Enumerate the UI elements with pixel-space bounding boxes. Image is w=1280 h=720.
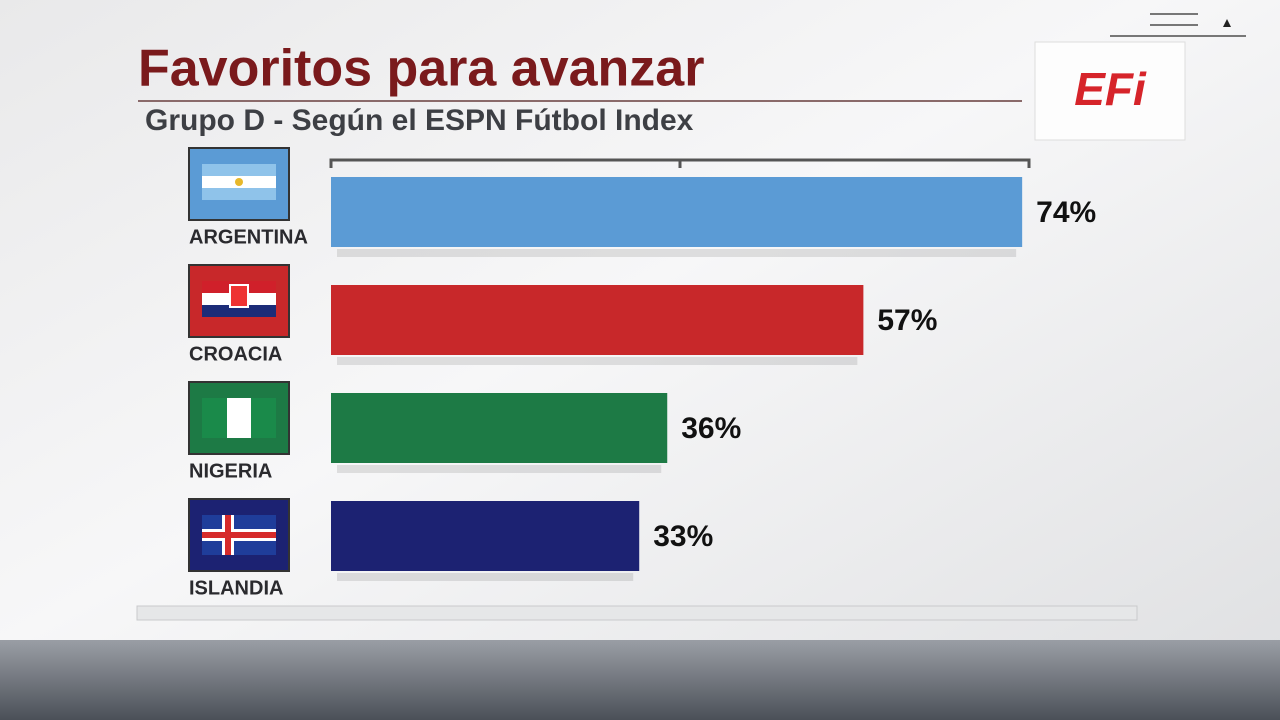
value-label: 57% [877, 304, 937, 337]
flag [227, 398, 251, 438]
flag [202, 305, 276, 317]
flag [235, 178, 243, 186]
logo-box [1034, 41, 1186, 141]
bar [331, 501, 640, 571]
shelf [136, 605, 1138, 621]
bar [331, 177, 1023, 247]
logo: EFi [1074, 63, 1147, 115]
flag [202, 532, 276, 538]
bar [331, 393, 668, 463]
category-label: NIGERIA [189, 460, 272, 482]
bar-shadow [337, 465, 662, 473]
bar [331, 285, 864, 355]
chart-subtitle: Grupo D - Según el ESPN Fútbol Index [145, 104, 694, 137]
floor [0, 640, 1280, 720]
chart-title: Favoritos para avanzar [138, 40, 704, 98]
decor [1223, 19, 1231, 27]
value-label: 36% [681, 412, 741, 445]
bar-shadow [337, 573, 634, 581]
category-label: CROACIA [189, 343, 282, 365]
value-label: 33% [653, 520, 713, 553]
bracket [329, 158, 1031, 168]
flag [225, 515, 231, 555]
flag [229, 284, 249, 308]
value-label: 74% [1036, 196, 1096, 229]
category-label: ISLANDIA [189, 577, 283, 599]
category-label: ARGENTINA [189, 226, 308, 248]
bar-shadow [337, 357, 858, 365]
bar-shadow [337, 249, 1017, 257]
